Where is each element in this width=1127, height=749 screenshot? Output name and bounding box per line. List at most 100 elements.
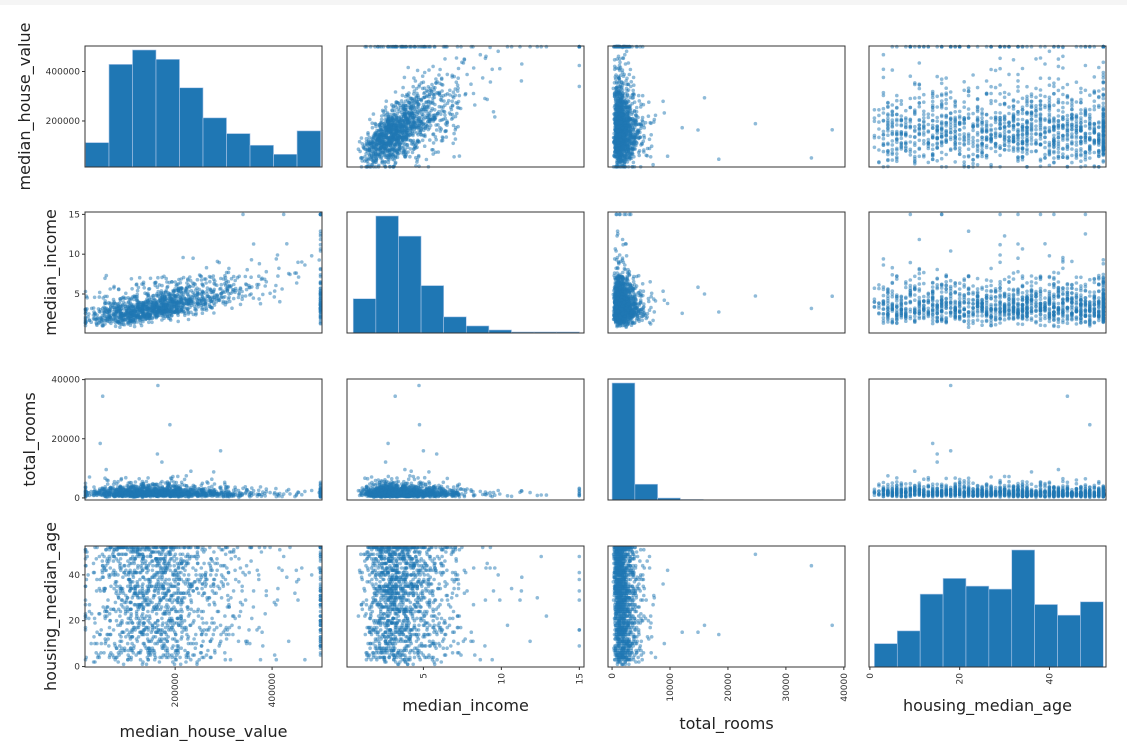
data-point: [891, 68, 895, 72]
data-point: [374, 132, 378, 136]
data-point: [636, 116, 640, 120]
data-point: [962, 126, 966, 130]
data-point: [621, 126, 625, 130]
data-point: [1034, 115, 1038, 119]
data-point: [1075, 80, 1079, 84]
data-point: [1061, 86, 1065, 90]
data-point: [1057, 57, 1061, 61]
data-point: [1039, 126, 1043, 130]
data-point: [438, 105, 442, 109]
data-point: [1102, 118, 1106, 122]
data-point: [402, 145, 406, 149]
data-point: [1061, 134, 1065, 138]
data-point: [358, 140, 362, 144]
panel-median_house_value-vs-housing_median_age: [869, 45, 1106, 169]
data-point: [1007, 45, 1011, 49]
data-point: [1102, 102, 1106, 106]
data-point: [935, 119, 939, 123]
data-point: [617, 108, 621, 112]
data-point: [1061, 125, 1065, 129]
data-point: [282, 213, 286, 217]
data-point: [417, 102, 421, 106]
data-point: [962, 163, 966, 167]
data-point: [379, 129, 383, 133]
data-point: [998, 57, 1002, 61]
data-point: [459, 45, 463, 49]
histogram-bar: [274, 154, 298, 167]
data-point: [994, 117, 998, 121]
data-point: [425, 158, 429, 162]
data-point: [1093, 90, 1097, 94]
data-point: [456, 76, 460, 80]
data-point: [994, 69, 998, 73]
data-point: [895, 45, 899, 49]
data-point: [895, 147, 899, 151]
data-point: [420, 118, 424, 122]
data-point: [616, 92, 620, 96]
data-point: [935, 159, 939, 163]
data-point: [426, 120, 430, 124]
data-point: [406, 66, 410, 70]
data-point: [391, 116, 395, 120]
data-point: [1021, 67, 1025, 71]
data-point: [1034, 96, 1038, 100]
data-point: [406, 128, 410, 132]
data-point: [994, 150, 998, 154]
data-point: [424, 127, 428, 131]
data-point: [1030, 92, 1034, 96]
data-point: [434, 138, 438, 142]
data-point: [1061, 118, 1065, 122]
data-point: [962, 135, 966, 139]
data-point: [441, 135, 445, 139]
data-point: [1079, 153, 1083, 157]
data-point: [891, 125, 895, 129]
data-point: [403, 152, 407, 156]
data-point: [1093, 108, 1097, 112]
data-point: [1079, 129, 1083, 133]
data-point: [985, 113, 989, 117]
data-point: [648, 138, 652, 142]
data-point: [935, 124, 939, 128]
data-point: [373, 136, 377, 140]
data-point: [418, 122, 422, 126]
data-point: [944, 134, 948, 138]
data-point: [1052, 124, 1056, 128]
data-point: [1102, 97, 1106, 101]
data-point: [1070, 142, 1074, 146]
data-point: [1039, 106, 1043, 110]
data-point: [882, 143, 886, 147]
data-point: [949, 90, 953, 94]
data-point: [173, 280, 177, 284]
data-point: [411, 85, 415, 89]
data-point: [958, 137, 962, 141]
data-point: [458, 154, 462, 158]
data-point: [427, 112, 431, 116]
data-point: [940, 157, 944, 161]
data-point: [927, 45, 931, 49]
data-point: [1097, 125, 1101, 129]
data-point: [470, 45, 474, 49]
data-point: [433, 108, 437, 112]
data-point: [637, 94, 641, 98]
data-point: [1052, 104, 1056, 108]
data-point: [615, 86, 619, 90]
data-point: [1066, 117, 1070, 121]
data-point: [1039, 112, 1043, 116]
data-point: [212, 311, 216, 315]
data-point: [1088, 151, 1092, 155]
data-point: [1088, 156, 1092, 160]
data-point: [651, 163, 655, 167]
data-point: [401, 137, 405, 141]
data-point: [909, 124, 913, 128]
data-point: [913, 136, 917, 140]
data-point: [998, 134, 1002, 138]
data-point: [386, 148, 390, 152]
data-point: [425, 108, 429, 112]
data-point: [1052, 120, 1056, 124]
data-point: [998, 103, 1002, 107]
data-point: [1084, 64, 1088, 68]
data-point: [409, 102, 413, 106]
data-point: [1007, 135, 1011, 139]
data-point: [368, 118, 372, 122]
data-point: [415, 87, 419, 91]
